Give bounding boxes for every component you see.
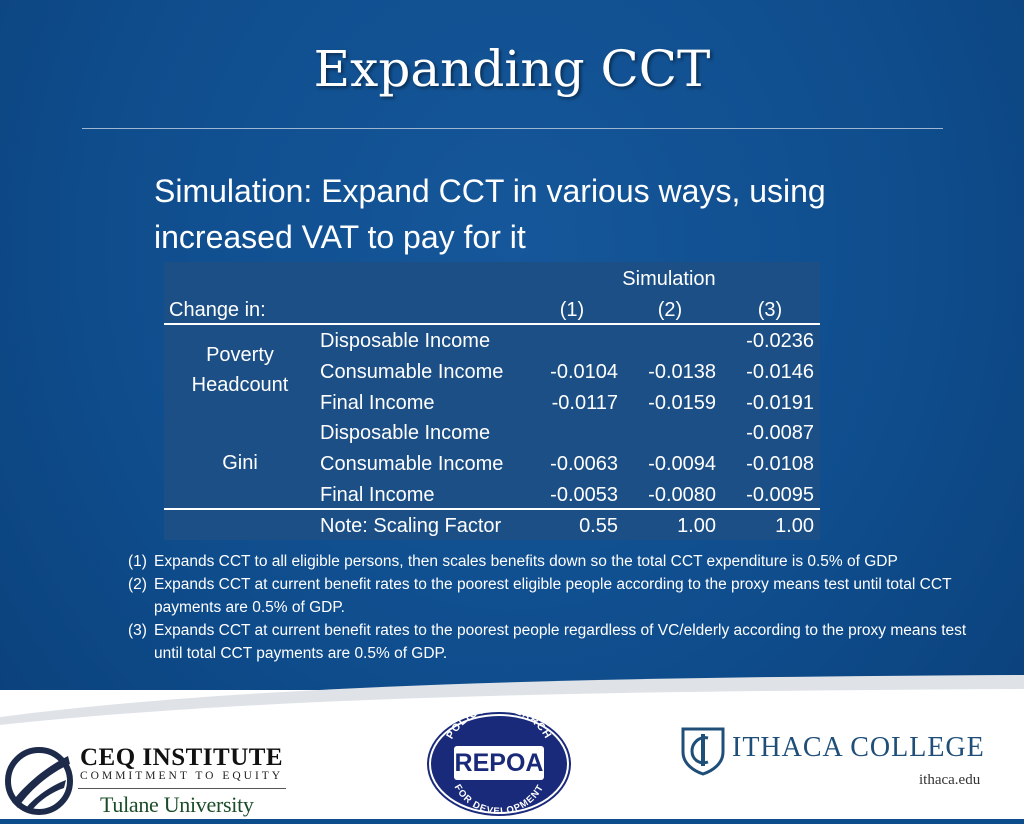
slide-title: Expanding CCT — [313, 40, 711, 98]
ceq-emblem-icon — [5, 747, 73, 815]
group-label: Poverty — [206, 344, 274, 366]
results-table: Simulation Change in: (1) (2) (3) Povert… — [164, 262, 820, 540]
ithaca-shield-icon — [681, 727, 725, 776]
row-label: Final Income — [320, 484, 435, 506]
table-cell: -0.0146 — [746, 361, 814, 383]
table-cell: 1.00 — [775, 515, 814, 537]
table-cell: -0.0095 — [746, 484, 814, 506]
footnote-number: (2) — [128, 576, 147, 593]
group-label: Gini — [222, 452, 258, 474]
column-header: (3) — [757, 299, 783, 321]
row-label: Final Income — [320, 392, 435, 414]
footnote-item: (3) Expands CCT at current benefit rates… — [128, 619, 998, 665]
ceq-name: CEQ INSTITUTE — [80, 744, 284, 771]
column-header: (2) — [657, 299, 683, 321]
table-cell: -0.0080 — [648, 484, 716, 506]
repoa-name: REPOA — [455, 749, 544, 777]
ithaca-name: ITHACA COLLEGE — [732, 732, 985, 763]
table-cell: -0.0087 — [746, 422, 814, 444]
footnote-text: Expands CCT at current benefit rates to … — [154, 576, 952, 616]
ceq-tagline: COMMITMENT TO EQUITY — [80, 770, 284, 782]
slide-subtitle: Simulation: Expand CCT in various ways, … — [154, 168, 914, 260]
footnote-item: (2) Expands CCT at current benefit rates… — [128, 573, 998, 619]
table-cell: -0.0108 — [746, 453, 814, 475]
column-header: (1) — [559, 299, 585, 321]
subtitle-line-2: increased VAT to pay for it — [154, 219, 526, 255]
row-label: Consumable Income — [320, 453, 504, 475]
row-label: Consumable Income — [320, 361, 504, 383]
header-rule — [164, 323, 820, 325]
table-cell: -0.0117 — [551, 392, 618, 414]
row-label: Disposable Income — [320, 330, 491, 352]
ithaca-logo: ITHACA COLLEGE ithaca.edu — [676, 724, 1006, 804]
table-cell: -0.0236 — [746, 330, 814, 352]
group-label: Headcount — [191, 374, 289, 396]
table-cell: 1.00 — [677, 515, 716, 537]
note-row-label: Note: Scaling Factor — [320, 515, 502, 537]
footnotes: (1) Expands CCT to all eligible persons,… — [128, 550, 998, 665]
subtitle-line-1: Simulation: Expand CCT in various ways, … — [154, 173, 826, 209]
table-cell: 0.55 — [579, 515, 618, 537]
title-divider — [82, 128, 943, 129]
note-rule — [164, 508, 820, 510]
repoa-logo: POLICY RESEARCH REPOA FOR DEVELOPMENT — [420, 702, 578, 819]
table-group-header: Simulation — [622, 268, 716, 290]
table-cell: -0.0094 — [648, 453, 716, 475]
table-cell: -0.0191 — [746, 392, 814, 414]
footnote-text: Expands CCT to all eligible persons, the… — [154, 553, 898, 570]
table-cell: -0.0063 — [550, 453, 618, 475]
row-label: Disposable Income — [320, 422, 491, 444]
ceq-divider — [78, 788, 286, 789]
footnote-number: (1) — [128, 553, 147, 570]
table-cell: -0.0053 — [550, 484, 618, 506]
table-cell: -0.0104 — [550, 361, 618, 383]
table-cell: -0.0159 — [648, 392, 716, 414]
repoa-emblem-icon: POLICY RESEARCH REPOA FOR DEVELOPMENT — [427, 702, 571, 817]
ceq-university: Tulane University — [100, 792, 254, 817]
footnote-item: (1) Expands CCT to all eligible persons,… — [128, 550, 998, 573]
ceq-logo: CEQ INSTITUTE COMMITMENT TO EQUITY Tulan… — [0, 744, 290, 819]
ithaca-url: ithaca.edu — [919, 772, 981, 788]
footnote-number: (3) — [128, 622, 147, 639]
table-row-header: Change in: — [169, 299, 266, 321]
table-cell: -0.0138 — [648, 361, 716, 383]
footnote-text: Expands CCT at current benefit rates to … — [154, 622, 967, 662]
